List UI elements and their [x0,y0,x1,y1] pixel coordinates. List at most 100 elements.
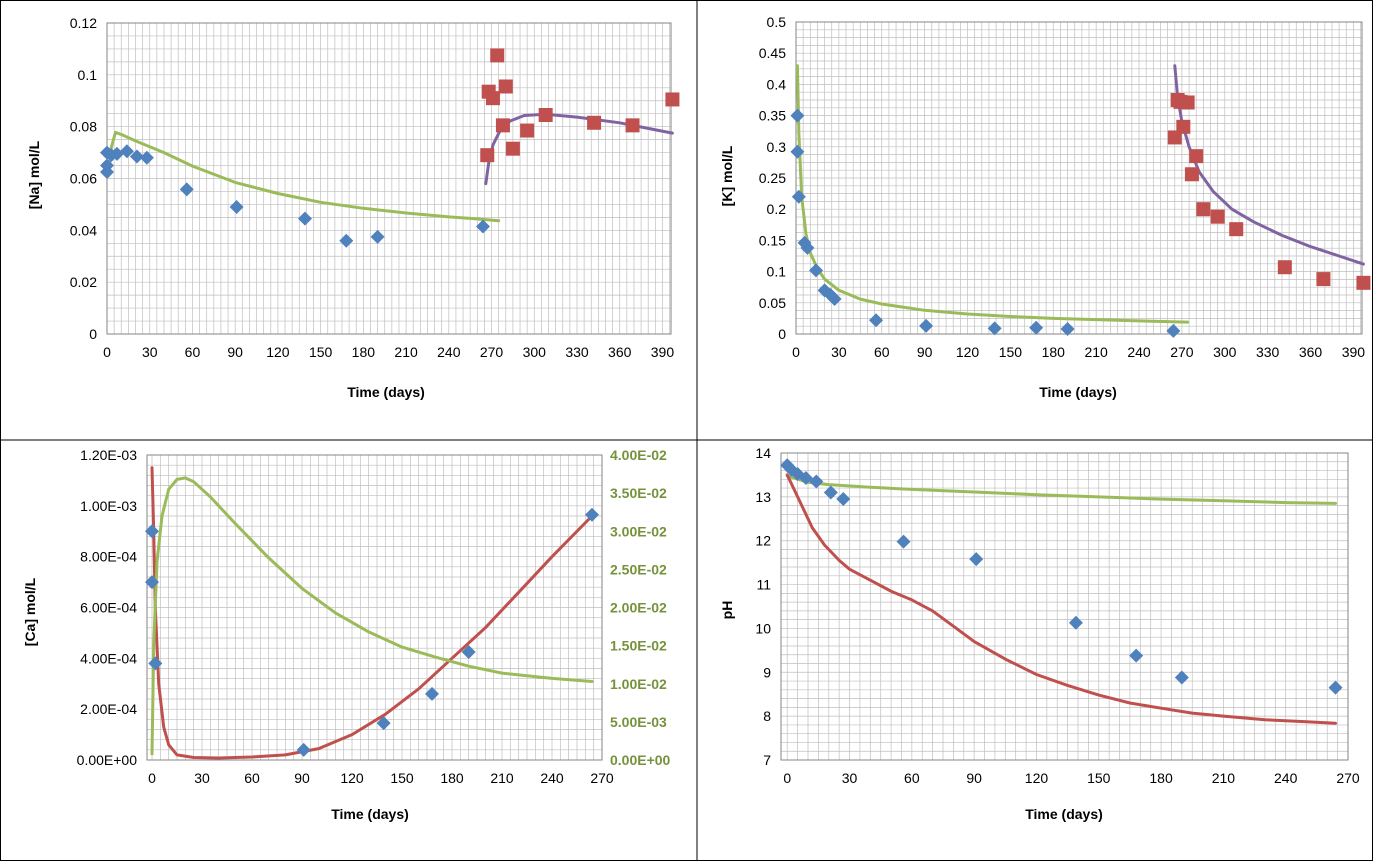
y-tick-label: 0.1 [767,264,787,280]
y-tick-label: 0.35 [759,108,786,124]
data-point-diamond [119,144,134,159]
y-tick-label: 0.2 [767,201,787,217]
data-point-diamond [476,219,490,234]
x-tick-label: 90 [227,344,243,360]
grid-lines [106,22,672,335]
y-tick-labels: 7 8 9 10 11 12 13 14 [755,445,771,768]
y-axis-label: [Ca] mol/L [22,577,38,646]
y-tick-labels: 0.00E+00 2.00E-04 4.00E-04 6.00E-04 8.00E-04… [77,447,138,768]
y2-tick-label: 5.00E-03 [610,714,667,730]
x-tick-label: 390 [1342,344,1366,360]
data-point-square [625,118,640,133]
y-tick-label: 0.1 [78,67,98,83]
grid-lines [146,454,603,761]
y-tick-label: 6.00E-04 [80,600,137,616]
data-point-diamond [425,686,439,701]
data-point-diamond [229,200,244,215]
y-tick-label: 1.00E-03 [80,498,137,514]
data-point-diamond [823,485,838,500]
x-tick-labels: 0 30 60 90 120 150 180 210 240 270 300 330 360 390 [103,344,674,360]
x-tick-label: 120 [266,344,290,360]
data-point-diamond [148,656,163,671]
y-tick-label: 0.4 [767,76,787,92]
data-point-square [490,48,505,63]
data-point-diamond [145,575,159,590]
series-layer [145,466,599,760]
data-point-diamond [800,240,815,255]
y-tick-label: 10 [755,620,771,636]
x-tick-label: 210 [394,344,418,360]
x-tick-label: 270 [590,770,614,786]
x-axis-label: Time (days) [331,806,409,822]
grid-lines [795,21,1363,335]
y-tick-label: 12 [755,533,771,549]
x-tick-label: 240 [437,344,461,360]
data-point-diamond [896,534,911,549]
chart-ph: 0 30 60 90 120 150 180 210 240 270 7891011121314 … [719,445,1360,822]
data-point-diamond [129,149,144,164]
data-point-diamond [109,146,124,161]
series-line-green [106,130,501,223]
y-tick-label: 0.5 [767,14,787,30]
chart-na: 0 30 60 90 120 150 180 210 240 270 300 330 360 390 00… [26,15,680,400]
y-tick-label: 0.06 [70,171,97,187]
grid-lines [780,452,1349,761]
data-point-square [538,108,553,123]
y2-tick-label: 0.00E+00 [610,752,671,768]
series-layer [780,458,1343,725]
data-point-diamond [809,474,824,489]
chart-ca: 0 30 60 90 120 150 180 210 240 270 0.00E+00 2.00E-… [22,447,671,822]
x-tick-label: 150 [390,770,414,786]
x-tick-label: 30 [831,344,847,360]
y2-tick-label: 1.50E-02 [610,638,667,654]
y-tick-label: 9 [763,664,771,680]
series-line-green [150,476,594,756]
series-layer [100,48,680,248]
x-tick-label: 0 [148,770,156,786]
x-tick-label: 180 [440,770,464,786]
y-tick-label: 0.25 [759,170,786,186]
x-tick-label: 0 [783,770,791,786]
x-tick-label: 60 [185,344,201,360]
series-line-green [795,64,1190,324]
data-point-diamond [1068,615,1083,630]
data-point-diamond [1029,320,1044,335]
x-tick-label: 30 [142,344,158,360]
data-point-square [1189,149,1204,164]
y-tick-label: 8.00E-04 [80,549,137,565]
y-tick-label: 0.15 [759,232,786,248]
x-tick-label: 210 [1212,770,1236,786]
plot-frame [795,21,1363,335]
y-tick-label: 7 [763,752,771,768]
data-point-diamond [836,492,851,507]
y2-tick-label: 4.00E-02 [610,447,667,463]
data-point-diamond [1174,670,1189,685]
y-tick-label: 8 [763,708,771,724]
x-axis-label: Time (days) [1039,384,1117,400]
data-point-square [495,118,510,133]
y-tick-label: 0 [89,326,97,342]
y-tick-label: 0.3 [767,139,787,155]
x-tick-label: 240 [540,770,564,786]
x-tick-label: 360 [608,344,632,360]
data-point-square [1180,95,1195,110]
x-tick-label: 240 [1127,344,1151,360]
x-tick-label: 240 [1274,770,1298,786]
x-tick-label: 0 [103,344,111,360]
x-tick-label: 30 [194,770,210,786]
x-tick-label: 390 [651,344,675,360]
x-tick-label: 330 [565,344,589,360]
y-tick-label: 0.12 [70,15,97,31]
x-tick-label: 300 [1213,344,1237,360]
x-axis-label: Time (days) [347,384,425,400]
data-point-diamond [145,524,159,539]
y-tick-label: 2.00E-04 [80,701,137,717]
x-tick-label: 210 [490,770,514,786]
data-point-square [498,79,513,94]
plot-frame [780,452,1349,761]
series-line-red [785,473,1337,725]
x-tick-label: 150 [309,344,333,360]
y-axis-label: pH [719,601,735,620]
y-tick-label: 0 [778,326,786,342]
data-point-diamond [461,644,476,659]
